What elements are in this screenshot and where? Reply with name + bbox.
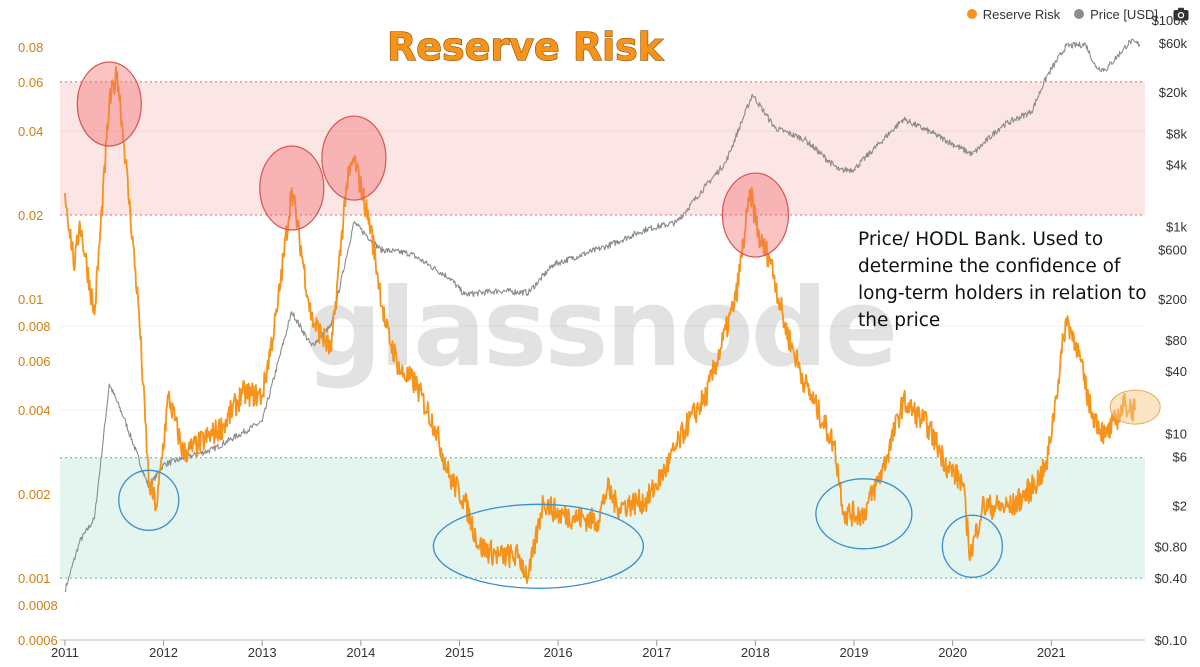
x-tick-label: 2018 xyxy=(741,645,770,660)
highlight-circles xyxy=(76,61,1161,589)
right-tick-label: $200 xyxy=(1158,292,1187,307)
right-tick-label: $4k xyxy=(1166,157,1187,172)
x-tick-label: 2013 xyxy=(248,645,277,660)
left-tick-label: 0.006 xyxy=(18,354,51,369)
annotation-text: Price/ HODL Bank. Used to determine the … xyxy=(858,229,1147,331)
top-signal-circle xyxy=(321,115,387,201)
x-tick-label: 2017 xyxy=(642,645,671,660)
left-tick-label: 0.008 xyxy=(18,319,51,334)
price-series xyxy=(64,38,1141,592)
watermark: glassnode xyxy=(305,266,898,391)
legend-item-reserve-risk[interactable]: Reserve Risk xyxy=(966,6,1061,22)
reserve-risk-series xyxy=(64,66,1136,584)
x-tick-label: 2015 xyxy=(445,645,474,660)
top-signal-circle xyxy=(721,172,789,258)
right-tick-label: $0.40 xyxy=(1154,571,1187,586)
right-tick-label: $20k xyxy=(1159,85,1188,100)
right-tick-label: $8k xyxy=(1166,126,1187,141)
x-tick-label: 2014 xyxy=(346,645,375,660)
right-tick-label: $80 xyxy=(1165,333,1187,348)
x-tick-label: 2012 xyxy=(149,645,178,660)
x-tick-label: 2016 xyxy=(544,645,573,660)
legend-label-price: Price [USD] xyxy=(1090,6,1158,22)
bottom-signal-circle xyxy=(432,503,645,589)
chart-legend: Reserve Risk Price [USD] xyxy=(966,6,1190,22)
legend-item-price[interactable]: Price [USD] xyxy=(1074,7,1158,22)
left-tick-label: 0.0006 xyxy=(18,633,58,648)
right-tick-label: $0.10 xyxy=(1154,633,1187,648)
price-line xyxy=(64,38,1141,592)
low-risk-zone xyxy=(60,457,1145,579)
right-tick-label: $6 xyxy=(1173,449,1187,464)
x-tick-label: 2011 xyxy=(51,645,79,660)
left-tick-label: 0.08 xyxy=(18,40,43,55)
right-tick-label: $40 xyxy=(1165,364,1187,379)
right-axis: $100k$60k$20k$8k$4k$1k$600$200$80$40$10$… xyxy=(1152,13,1188,648)
left-tick-label: 0.002 xyxy=(18,487,51,502)
glassnode-watermark: glassnode xyxy=(305,266,895,391)
x-tick-label: 2021 xyxy=(1037,645,1066,660)
left-tick-label: 0.06 xyxy=(18,75,43,90)
left-axis: 0.08 0.06 0.04 0.02 0.01 0.008 0.006 0.004 0.002… xyxy=(18,40,58,648)
reserve-risk-line xyxy=(64,66,1136,584)
right-tick-label: $2 xyxy=(1173,499,1187,514)
left-tick-label: 0.01 xyxy=(18,292,43,307)
bottom-signal-circle xyxy=(941,514,1004,578)
top-signal-circle xyxy=(76,61,142,147)
left-tick-label: 0.0008 xyxy=(18,598,58,613)
x-tick-label: 2020 xyxy=(938,645,967,660)
left-tick-label: 0.001 xyxy=(18,571,51,586)
right-tick-label: $0.80 xyxy=(1154,540,1187,555)
left-tick-label: 0.004 xyxy=(18,403,51,418)
price-dot-icon xyxy=(1074,9,1085,19)
right-tick-label: $60k xyxy=(1159,36,1188,51)
top-signal-circle xyxy=(259,145,325,231)
left-tick-label: 0.02 xyxy=(18,208,43,223)
left-tick-label: 0.04 xyxy=(18,124,43,139)
bottom-signal-circle xyxy=(815,478,913,550)
right-tick-label: $10 xyxy=(1165,426,1187,441)
chart-title: Reserve Risk xyxy=(387,25,664,69)
legend-label-reserve-risk: Reserve Risk xyxy=(982,6,1061,22)
high-risk-zone xyxy=(60,81,1145,216)
right-tick-label: $600 xyxy=(1158,243,1187,258)
bottom-signal-circle xyxy=(118,469,180,531)
current-value-circle xyxy=(1109,389,1161,425)
reserve-risk-dot-icon xyxy=(966,9,977,19)
x-tick-label: 2019 xyxy=(840,645,869,660)
camera-icon[interactable] xyxy=(1172,6,1190,22)
right-tick-label: $1k xyxy=(1166,220,1187,235)
x-axis: 2011 2012 2013 2014 2015 2016 2017 2018 2019 2020… xyxy=(51,639,1145,660)
